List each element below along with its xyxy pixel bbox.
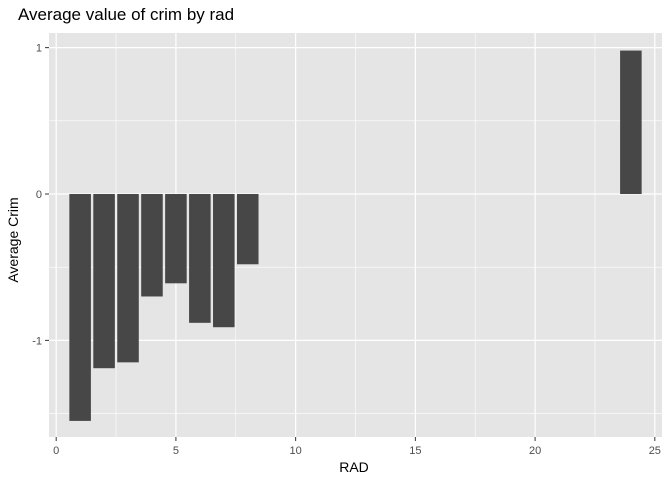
- bar: [189, 194, 211, 323]
- x-tick-label: 0: [53, 445, 59, 457]
- minor-gridlines: [49, 33, 662, 437]
- y-tick-label: 0: [36, 189, 42, 201]
- x-axis-title: RAD: [339, 459, 369, 475]
- y-tick-label: 1: [36, 43, 42, 55]
- x-tick-label: 15: [409, 445, 421, 457]
- y-tick-label: -1: [32, 335, 42, 347]
- bar: [620, 50, 642, 195]
- bar: [165, 194, 187, 284]
- bar: [213, 194, 235, 328]
- x-tick-label: 5: [173, 445, 179, 457]
- x-tick-label: 10: [290, 445, 302, 457]
- x-axis: 0 5 10 15 20 25: [53, 437, 661, 457]
- bar: [141, 194, 163, 297]
- bar: [69, 194, 91, 421]
- y-axis-title: Average Crim: [5, 197, 21, 282]
- bars: [69, 50, 642, 421]
- bar: [93, 194, 115, 369]
- chart-title: Average value of crim by rad: [18, 5, 234, 24]
- bar: [117, 194, 139, 363]
- bar: [236, 194, 259, 265]
- x-tick-label: 25: [649, 445, 661, 457]
- y-axis: -1 0 1: [32, 43, 49, 347]
- x-tick-label: 20: [529, 445, 541, 457]
